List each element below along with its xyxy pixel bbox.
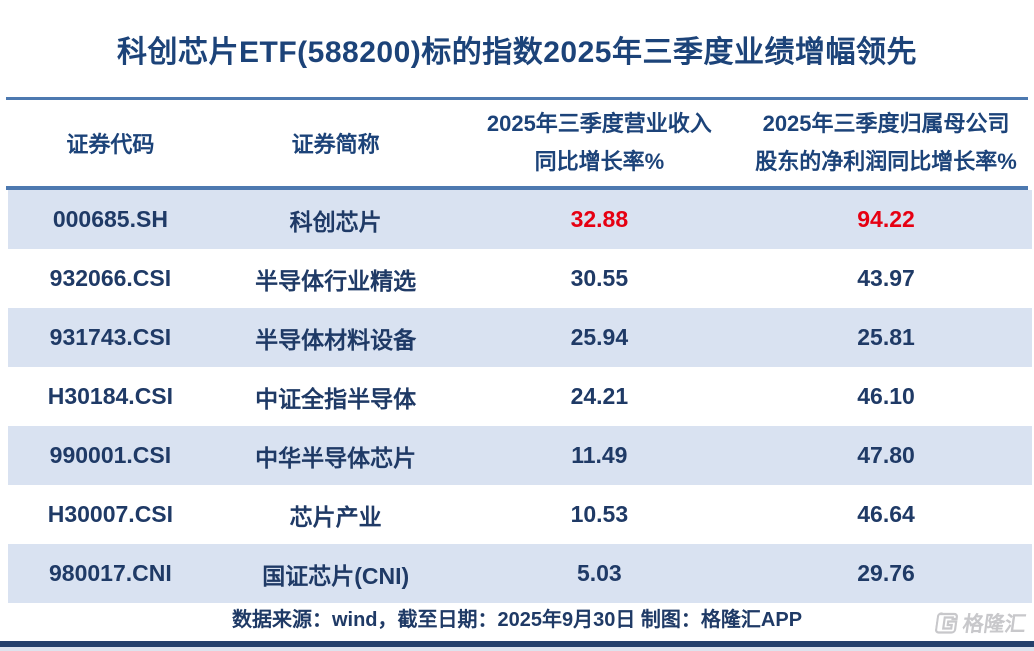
- cell-name: 芯片产业: [289, 503, 382, 530]
- cell-profit: 43.97: [857, 265, 915, 291]
- cell-code: 980017.CNI: [49, 560, 172, 586]
- cell-revenue: 24.21: [570, 383, 629, 409]
- cell-profit: 46.64: [857, 501, 915, 527]
- table-row: 990001.CSI 中华半导体芯片 11.49 47.80: [8, 426, 1032, 485]
- title-divider: [6, 97, 1028, 100]
- table-row: 980017.CNI 国证芯片(CNI) 5.03 29.76: [8, 544, 1032, 603]
- cell-code: H30184.CSI: [47, 383, 174, 409]
- header-divider: [6, 186, 1028, 190]
- cell-code: H30007.CSI: [47, 501, 174, 527]
- header-cell-name: 证券简称: [291, 132, 380, 157]
- cell-name: 半导体行业精选: [255, 267, 417, 294]
- header-cell-code: 证券代码: [66, 132, 155, 157]
- cell-profit: 46.10: [857, 383, 915, 409]
- cell-revenue: 10.53: [570, 501, 629, 527]
- header-cell-profit: 2025年三季度归属母公司 股东的净利润同比增长率%: [740, 105, 1032, 182]
- cell-name: 中华半导体芯片: [255, 444, 417, 471]
- gelonghui-logo-icon: [934, 611, 961, 635]
- cell-name: 中证全指半导体: [255, 385, 417, 412]
- header-cell-revenue: 2025年三季度营业收入 同比增长率%: [459, 105, 741, 182]
- cell-profit: 25.81: [857, 324, 915, 350]
- cell-revenue: 5.03: [576, 560, 622, 586]
- cell-profit: 29.76: [857, 560, 915, 586]
- header-revenue-line2: 同比增长率%: [534, 149, 665, 174]
- cell-revenue: 25.94: [570, 324, 629, 350]
- cell-code: 931743.CSI: [49, 324, 172, 350]
- watermark-label: 格隆汇: [961, 613, 1028, 636]
- cell-code: 990001.CSI: [49, 442, 172, 468]
- table-row: 000685.SH 科创芯片 32.88 94.22: [8, 190, 1032, 249]
- header-profit-line1: 2025年三季度归属母公司: [762, 110, 1010, 136]
- table-row: 931743.CSI 半导体材料设备 25.94 25.81: [8, 308, 1032, 367]
- table-header-row: 证券代码 证券简称 2025年三季度营业收入 同比增长率% 2025年三季度归属…: [8, 100, 1032, 186]
- cell-revenue: 11.49: [571, 442, 628, 468]
- cell-name: 科创芯片: [289, 208, 382, 235]
- gelonghui-watermark: 格隆汇: [934, 608, 1028, 638]
- bottom-edge-strip: [0, 647, 1034, 651]
- header-revenue-line1: 2025年三季度营业收入: [486, 110, 712, 136]
- table-row: H30184.CSI 中证全指半导体 24.21 46.10: [8, 367, 1032, 426]
- table-row: 932066.CSI 半导体行业精选 30.55 43.97: [8, 249, 1032, 308]
- cell-name: 国证芯片(CNI): [262, 562, 410, 589]
- cell-code: 932066.CSI: [49, 265, 172, 291]
- page-title: 科创芯片ETF(588200)标的指数2025年三季度业绩增幅领先: [117, 35, 917, 69]
- table-row: H30007.CSI 芯片产业 10.53 46.64: [8, 485, 1032, 544]
- source-note: 数据来源：wind，截至日期：2025年9月30日 制图：格隆汇APP: [231, 609, 803, 631]
- cell-code: 000685.SH: [52, 206, 168, 232]
- cell-profit: 94.22: [857, 206, 915, 232]
- header-profit-line2: 股东的净利润同比增长率%: [755, 149, 1017, 174]
- cell-profit: 47.80: [857, 442, 915, 468]
- bottom-accent-bar: [0, 641, 1034, 647]
- cell-name: 半导体材料设备: [255, 326, 417, 353]
- cell-revenue: 32.88: [570, 206, 629, 232]
- cell-revenue: 30.55: [570, 265, 629, 291]
